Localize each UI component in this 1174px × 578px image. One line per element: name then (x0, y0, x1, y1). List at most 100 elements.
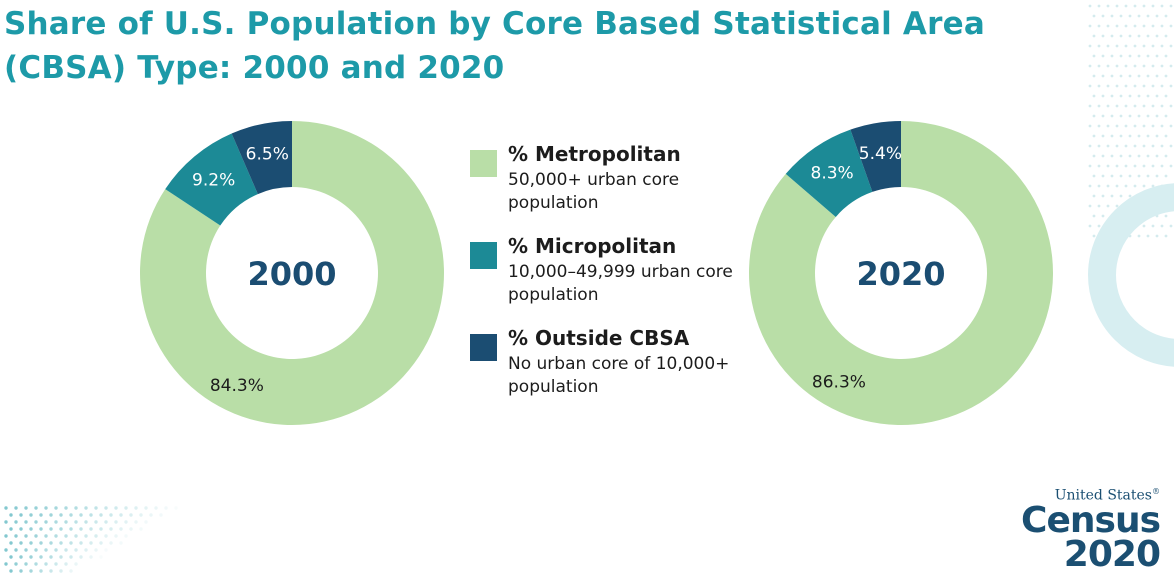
center-year-label: 2000 (247, 255, 336, 293)
decor-dot (89, 541, 93, 545)
decor-dot (1133, 64, 1137, 68)
decor-dot (69, 513, 73, 517)
decor-dot (39, 541, 43, 545)
decor-dot (1119, 174, 1123, 178)
decor-dot (1088, 184, 1092, 188)
decor-dot (39, 527, 43, 531)
decor-dot (1133, 44, 1137, 48)
legend-description: No urban core of 10,000+ population (508, 354, 730, 397)
decor-dot (69, 569, 73, 573)
decor-dot (1092, 94, 1096, 98)
decor-dot (104, 534, 108, 538)
decor-dot (29, 541, 33, 545)
decor-dot (4, 534, 8, 538)
decor-dot (74, 520, 78, 524)
decor-dot (1106, 44, 1110, 48)
decor-dot (9, 555, 13, 559)
decor-dot (54, 548, 58, 552)
decor-dot (1160, 84, 1164, 88)
decor-dot (1160, 24, 1164, 28)
decor-dot (114, 520, 118, 524)
decor-dot (154, 506, 158, 510)
decor-dot (1128, 154, 1132, 158)
decor-dot (19, 527, 23, 531)
decor-dot (84, 506, 88, 510)
decor-dot (89, 527, 93, 531)
decor-dot (1088, 224, 1092, 228)
decor-dot (1115, 4, 1119, 8)
decor-dot (1088, 124, 1092, 128)
decor-dot (1092, 154, 1096, 158)
decor-dot (1160, 124, 1164, 128)
decor-dot (34, 562, 38, 566)
decor-dot (54, 506, 58, 510)
decor-dot (1151, 4, 1155, 8)
decor-dot (1115, 124, 1119, 128)
decor-dot (1119, 74, 1123, 78)
decor-dot (1137, 154, 1141, 158)
decor-dot (74, 562, 78, 566)
decor-dot (1160, 164, 1164, 168)
decor-dot (1155, 114, 1159, 118)
decor-dot (1106, 184, 1110, 188)
decor-dot (39, 569, 43, 573)
decor-dot (1164, 114, 1168, 118)
decor-dot (74, 506, 78, 510)
decor-dot (4, 520, 8, 524)
donut-chart-2000: 84.3% 9.2% 6.5% 2000 (140, 121, 444, 425)
decor-dot (1124, 4, 1128, 8)
decor-dot (1155, 234, 1159, 238)
decor-arc (1088, 183, 1174, 367)
decor-dot (59, 541, 63, 545)
decor-dot (144, 506, 148, 510)
decor-dot (1146, 234, 1150, 238)
decor-dot (24, 548, 28, 552)
decor-dot (119, 513, 123, 517)
decor-dot (1128, 14, 1132, 18)
decor-dot (1137, 34, 1141, 38)
decor-dot (39, 555, 43, 559)
decor-dot (1137, 54, 1141, 58)
decor-dot (29, 555, 33, 559)
decor-dot (1088, 104, 1092, 108)
decor-dot (1160, 224, 1164, 228)
decor-dot (14, 562, 18, 566)
decor-dot (1128, 134, 1132, 138)
decor-dot (99, 555, 102, 558)
label-micropolitan: 8.3% (811, 163, 854, 183)
decor-dot (1101, 134, 1105, 138)
decor-dot (89, 513, 93, 517)
decor-dot (1101, 114, 1105, 118)
decor-dot (4, 562, 8, 566)
decor-dot (1142, 184, 1146, 188)
decor-dot (159, 513, 163, 517)
decor-dot (1160, 104, 1164, 108)
decor-dot (1124, 24, 1128, 28)
decor-dot (1115, 144, 1119, 148)
decor-dot (1101, 94, 1105, 98)
decor-dot (1142, 144, 1146, 148)
decor-dot (64, 562, 68, 566)
decor-dot (29, 513, 33, 517)
decor-dot (44, 506, 48, 510)
decor-dot (1146, 74, 1150, 78)
decor-dot (109, 541, 113, 545)
decor-dot (1133, 104, 1137, 108)
decor-dot (1142, 84, 1146, 88)
decor-dot (1092, 114, 1096, 118)
decor-dot (1092, 54, 1096, 58)
decor-dot (1097, 4, 1101, 8)
decor-dot (64, 548, 68, 552)
decor-dot (1151, 84, 1155, 88)
decor-dot (1106, 104, 1110, 108)
decor-dot (1164, 214, 1168, 218)
decor-dot (1097, 44, 1101, 48)
decor-dot (59, 555, 63, 559)
slice-metropolitan (140, 121, 444, 425)
legend-item-metropolitan: % Metropolitan 50,000+ urban core popula… (470, 142, 760, 234)
decor-dot (1142, 224, 1146, 228)
decor-dot (1133, 84, 1137, 88)
decor-dot (4, 548, 8, 552)
decor-dot (1124, 164, 1128, 168)
decor-dot (1169, 24, 1173, 28)
